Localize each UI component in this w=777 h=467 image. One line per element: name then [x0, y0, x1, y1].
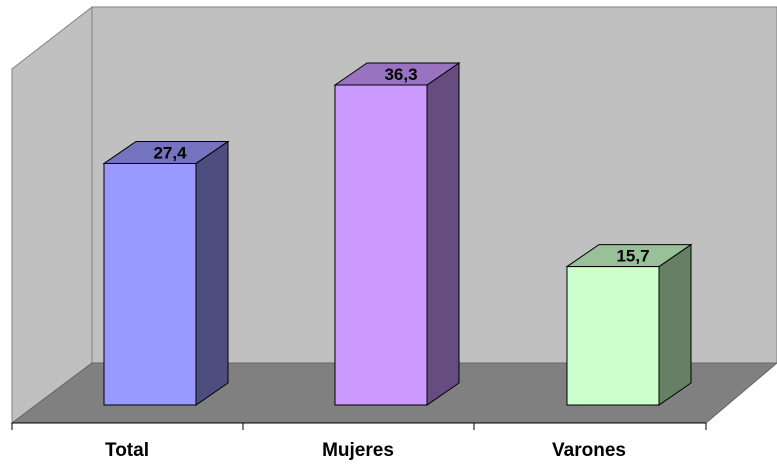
data-label-mujeres: 36,3 — [384, 65, 417, 84]
bar-varones — [565, 243, 693, 406]
labels-group: 27,4 Total 36,3 Mujeres 15,7 Varones — [105, 65, 650, 461]
data-label-total: 27,4 — [153, 143, 187, 162]
bar-side-face — [658, 243, 692, 406]
chart-side-wall — [11, 5, 93, 424]
bar-front-face — [334, 84, 428, 406]
bar-front-face — [566, 266, 660, 406]
bar-side-face — [195, 140, 229, 406]
data-label-varones: 15,7 — [616, 247, 649, 266]
bar-mujeres — [333, 62, 461, 406]
bar-side-face — [426, 62, 460, 406]
x-axis-ticks — [11, 423, 707, 430]
category-label-mujeres: Mujeres — [322, 440, 394, 461]
bar-front-face — [103, 162, 197, 406]
category-label-total: Total — [105, 440, 149, 461]
bar-total — [102, 140, 230, 406]
category-label-varones: Varones — [552, 440, 626, 461]
bars-group — [102, 62, 693, 406]
